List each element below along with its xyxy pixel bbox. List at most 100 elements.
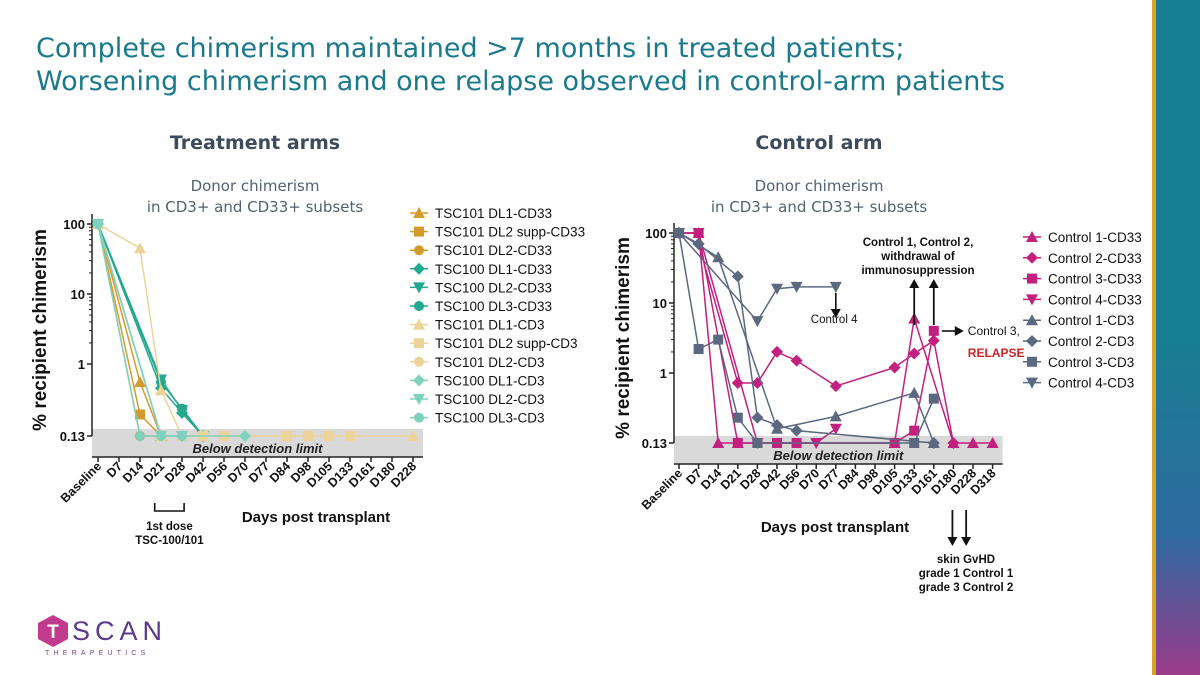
right-withdrawal-label: withdrawal of (880, 251, 955, 263)
left-legend-marker (414, 412, 424, 423)
left-legend-label: TSC100 DL2-CD33 (435, 280, 552, 295)
left-legend-label: TSC101 DL2-CD33 (435, 243, 552, 258)
left-x-tick-label: D42 (183, 459, 209, 485)
right-data-point (673, 228, 685, 239)
right-control4-arrowhead (830, 309, 841, 318)
left-subtitle-line1: Donor chimerism (190, 177, 320, 195)
right-control4-label: Control 4 (811, 314, 858, 326)
left-series-11 (93, 219, 187, 441)
right-legend-marker (1026, 335, 1038, 347)
right-legend-entry: Control 4-CD3 (1023, 376, 1134, 391)
right-data-point (713, 334, 724, 345)
left-data-point (345, 431, 355, 441)
right-withdrawal-arrowhead (928, 279, 939, 288)
left-first-dose-label: 1st dose (146, 521, 193, 533)
right-relapse-arrowhead (954, 326, 964, 336)
left-legend-entry: TSC101 DL1-CD33 (410, 206, 552, 221)
right-data-point (908, 347, 921, 360)
right-legend-entry: Control 2-CD33 (1023, 251, 1142, 266)
left-data-point (324, 431, 334, 441)
left-legend-marker (414, 356, 424, 367)
left-data-point (177, 431, 187, 441)
right-legend-entry: Control 1-CD3 (1023, 313, 1134, 328)
right-legend-label: Control 4-CD3 (1048, 376, 1134, 391)
right-series-line (679, 232, 837, 444)
logo-hexagon-icon: T (38, 615, 68, 647)
right-data-point (986, 437, 999, 448)
left-data-point (135, 409, 145, 420)
right-series-7 (673, 228, 842, 328)
right-legend-marker (1026, 294, 1038, 306)
right-data-point (908, 386, 921, 398)
left-legend-marker (414, 226, 424, 237)
right-gvhd-label: skin GvHD (937, 554, 995, 566)
left-legend-label: TSC101 DL2-CD3 (435, 355, 545, 370)
left-series-line (97, 223, 204, 437)
left-first-dose-label: TSC-100/101 (135, 535, 204, 547)
right-legend-entry: Control 4-CD33 (1023, 292, 1142, 307)
right-data-point (732, 438, 743, 448)
left-legend-marker (414, 245, 424, 256)
right-y-tick-label: 1 (660, 366, 667, 381)
accent-bar-gradient (1156, 330, 1200, 675)
left-legend-label: TSC100 DL1-CD33 (435, 262, 552, 277)
right-legend-label: Control 2-CD3 (1048, 334, 1134, 349)
left-data-point (282, 431, 292, 441)
right-data-point (771, 419, 783, 432)
right-data-point (790, 354, 803, 367)
right-panel-subtitle: Donor chimerism in CD3+ and CD33+ subset… (694, 176, 944, 218)
right-y-tick-label: 0.13 (642, 436, 667, 451)
right-legend-label: Control 4-CD33 (1048, 292, 1142, 307)
right-gvhd-arrowhead (961, 537, 972, 546)
right-panel-heading: Control arm (755, 132, 883, 154)
right-data-point (829, 281, 842, 293)
left-x-tick-label: D28 (162, 459, 188, 485)
left-legend-marker (413, 318, 425, 330)
left-x-tick-label: D21 (141, 459, 167, 485)
left-legend-entry: TSC101 DL2-CD33 (410, 243, 552, 258)
left-x-tick-label: D84 (267, 459, 293, 485)
right-data-point (790, 281, 803, 293)
right-data-point (692, 237, 705, 250)
left-legend-label: TSC100 DL2-CD3 (435, 392, 545, 407)
right-y-tick-label: 10 (653, 296, 667, 311)
left-series-line (97, 223, 204, 437)
right-data-point (829, 380, 842, 393)
right-x-tick-label: Baseline (639, 466, 685, 512)
right-data-point (712, 251, 725, 263)
right-withdrawal-label: immunosuppression (861, 265, 974, 277)
right-data-point (790, 424, 803, 437)
left-legend-entry: TSC101 DL2 supp-CD33 (410, 225, 585, 240)
right-data-point (909, 438, 920, 448)
left-series-line (97, 223, 245, 437)
left-legend-marker (414, 338, 424, 349)
logo-glyph: T (47, 622, 59, 643)
right-legend-label: Control 2-CD33 (1048, 251, 1142, 266)
right-data-point (829, 423, 842, 435)
left-x-tick-label: D77 (246, 459, 272, 485)
logo-wordmark: SCAN (72, 616, 168, 646)
left-legend-marker (413, 207, 425, 218)
left-panel-subtitle: Donor chimerism in CD3+ and CD33+ subset… (130, 176, 380, 218)
left-data-point (134, 376, 146, 388)
right-data-point (712, 437, 725, 448)
left-legend-label: TSC100 DL1-CD3 (435, 373, 545, 388)
left-data-point (156, 431, 166, 441)
right-data-point (927, 437, 940, 449)
left-x-tick-label: D14 (120, 459, 146, 485)
left-data-point (134, 242, 146, 254)
logo-subtext: THERAPEUTICS (45, 650, 150, 657)
right-legend-entry: Control 2-CD3 (1023, 334, 1134, 349)
right-y-tick-label: 100 (645, 226, 667, 241)
right-detection-label: Below detection limit (773, 448, 904, 463)
left-data-point (177, 403, 187, 414)
left-legend-entry: TSC100 DL2-CD33 (410, 280, 552, 295)
left-first-dose-bracket (153, 503, 185, 512)
left-legend-entry: TSC101 DL2-CD3 (410, 355, 545, 370)
right-data-point (751, 411, 764, 424)
right-withdrawal-label: Control 1, Control 2, (863, 237, 974, 249)
slide-title-line2: Worsening chimerism and one relapse obse… (36, 66, 1006, 97)
right-legend-marker (1026, 231, 1038, 242)
left-data-point (93, 219, 103, 229)
right-legend-label: Control 1-CD33 (1048, 230, 1142, 245)
